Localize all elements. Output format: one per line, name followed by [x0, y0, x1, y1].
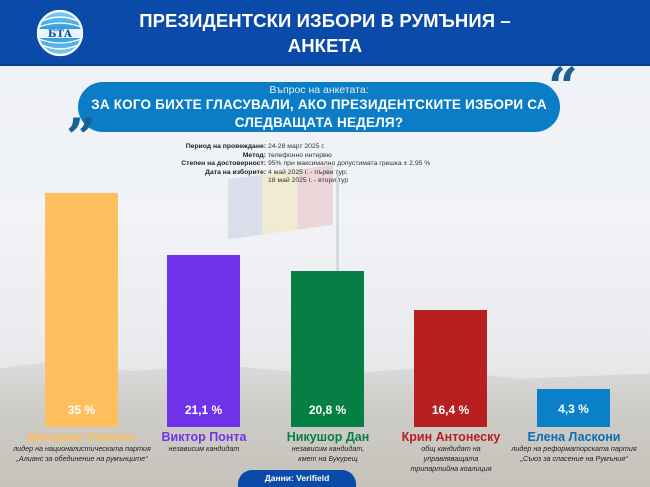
background-flagpole [336, 172, 339, 277]
candidate-name: Виктор Понта [161, 430, 247, 444]
meta-key: Дата на изборите: [205, 168, 266, 176]
bar-lasconi: 4,3 % [537, 389, 610, 427]
candidate-description: управляващата [423, 454, 479, 463]
meta-key: Степен на достоверност: [181, 160, 266, 167]
bar-value: 4,3 % [558, 402, 589, 416]
meta-row-method: Метод: телефонно интервю [150, 152, 485, 161]
candidate-description: „Алианс за обединение на румънците“ [16, 454, 148, 463]
bar-antonescu: 16,4 % [414, 310, 487, 427]
meta-value: 24-28 март 2025 г. [268, 143, 325, 150]
meta-row-election-date-2: 18 май 2025 г. - втори тур [150, 177, 485, 186]
meta-value: 18 май 2025 г. - втори тур [268, 177, 349, 184]
candidate-description: независим кандидат [168, 444, 240, 453]
bar-simion: 35 % [45, 193, 118, 427]
candidate-description: кмет на Букурещ [298, 454, 358, 463]
meta-row-election-date: Дата на изборите: 4 май 2025 г. - първи … [150, 169, 485, 178]
meta-key: Метод: [242, 151, 266, 159]
bar-value: 35 % [67, 403, 96, 417]
bar-value: 16,4 % [431, 403, 470, 417]
question-bubble: Въпрос на анкетата: ЗА КОГО БИХТЕ ГЛАСУВ… [78, 82, 560, 132]
meta-value: 95% при максимално допустимата грешка ± … [268, 160, 431, 167]
candidate-description: лидер на реформаторската партия [511, 444, 637, 453]
question-line2: СЛЕДВАЩАТА НЕДЕЛЯ? [234, 115, 404, 130]
meta-row-confidence: Степен на достоверност: 95% при максимал… [150, 160, 485, 169]
candidate-description: общ кандидат на [421, 444, 481, 453]
survey-meta: Период на провеждане: 24-28 март 2025 г.… [150, 143, 485, 186]
candidate-label-lasconi: Елена Ласкони лидер на реформаторската п… [494, 430, 650, 464]
candidate-description: трипартийна коалиция [410, 464, 492, 473]
bta-logo-icon: БТА [36, 9, 84, 57]
candidate-description: лидер на националистическата партия [13, 444, 151, 453]
bar-value: 21,1 % [184, 403, 223, 417]
bar-value: 20,8 % [308, 403, 347, 417]
meta-key [150, 177, 268, 186]
data-source-badge: Данни: Verifield [238, 470, 356, 487]
header-bar: БТА ПРЕЗИДЕНТСКИ ИЗБОРИ В РУМЪНИЯ – АНКЕ… [0, 0, 650, 66]
svg-text:БТА: БТА [48, 29, 73, 40]
candidate-name: Никушор Дан [286, 430, 370, 444]
close-quote-icon: ” [66, 108, 96, 169]
question-line1: ЗА КОГО БИХТЕ ГЛАСУВАЛИ, АКО ПРЕЗИДЕНТСК… [91, 97, 547, 112]
candidate-label-antonescu: Крин Антонеску общ кандидат на управлява… [371, 430, 531, 474]
candidate-description: независим кандидат, [291, 444, 365, 453]
meta-row-period: Период на провеждане: 24-28 март 2025 г. [150, 143, 485, 152]
meta-key: Период на провеждане: [185, 143, 266, 150]
meta-value: телефонно интервю [268, 151, 332, 159]
candidate-name: Елена Ласкони [527, 430, 621, 444]
bar-ponta: 21,1 % [167, 255, 240, 427]
candidate-label-ponta: Виктор Понта независим кандидат [124, 430, 284, 454]
bar-dan: 20,8 % [291, 271, 364, 427]
page-title: ПРЕЗИДЕНТСКИ ИЗБОРИ В РУМЪНИЯ – АНКЕТА [110, 8, 540, 58]
page-title-line1: ПРЕЗИДЕНТСКИ ИЗБОРИ В РУМЪНИЯ – [139, 10, 511, 31]
candidate-label-simion: Джордже Симион лидер на националистическ… [2, 430, 162, 464]
candidate-name: Джордже Симион [27, 430, 137, 444]
question-label: Въпрос на анкетата: [269, 84, 369, 96]
meta-value: 4 май 2025 г. - първи тур; [268, 168, 348, 176]
page-title-line2: АНКЕТА [287, 35, 363, 56]
candidate-description: „Съюз за спасение на Румъния“ [520, 454, 628, 463]
candidate-name: Крин Антонеску [401, 430, 501, 444]
candidate-label-dan: Никушор Дан независим кандидат, кмет на … [248, 430, 408, 464]
